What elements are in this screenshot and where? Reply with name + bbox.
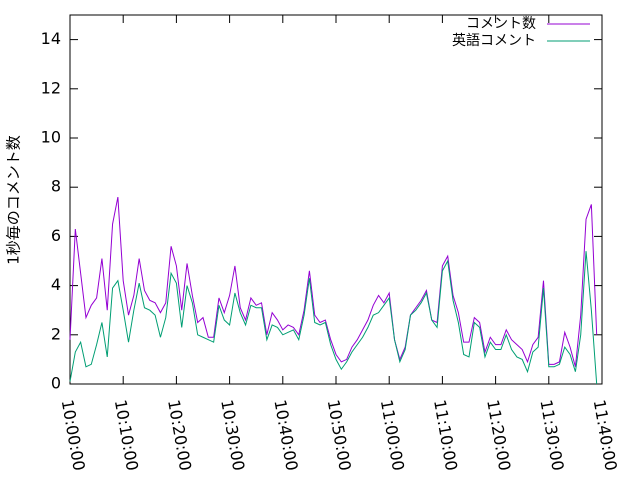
x-tick-label: 11:00:00 <box>377 398 408 472</box>
x-tick-label: 10:30:00 <box>217 398 248 472</box>
y-tick-label: 8 <box>51 177 61 196</box>
y-tick-label: 0 <box>51 374 61 393</box>
plot-frame <box>69 14 603 385</box>
y-tick-label: 12 <box>41 78 61 97</box>
data-line <box>69 196 598 367</box>
y-axis-label: 1秒毎のコメント数 <box>5 135 23 265</box>
x-tick-label: 11:10:00 <box>430 398 461 472</box>
legend-label: 英語コメント <box>452 32 536 49</box>
x-tick-label: 11:20:00 <box>483 398 514 472</box>
x-tick-label: 11:30:00 <box>536 398 567 472</box>
x-tick-label: 11:40:00 <box>590 398 621 472</box>
x-tick-label: 10:00:00 <box>58 398 89 472</box>
data-line <box>69 251 598 385</box>
x-tick-label: 10:20:00 <box>164 398 195 472</box>
x-tick-label: 10:50:00 <box>324 398 355 472</box>
x-tick-label: 10:10:00 <box>111 398 142 472</box>
legend-label: コメント数 <box>466 16 536 32</box>
y-tick-label: 4 <box>51 275 61 294</box>
y-tick-label: 2 <box>51 324 61 343</box>
y-tick-label: 6 <box>51 226 61 245</box>
y-tick-label: 14 <box>41 29 61 48</box>
x-tick-label: 10:40:00 <box>270 398 301 472</box>
y-tick-label: 10 <box>41 128 61 147</box>
